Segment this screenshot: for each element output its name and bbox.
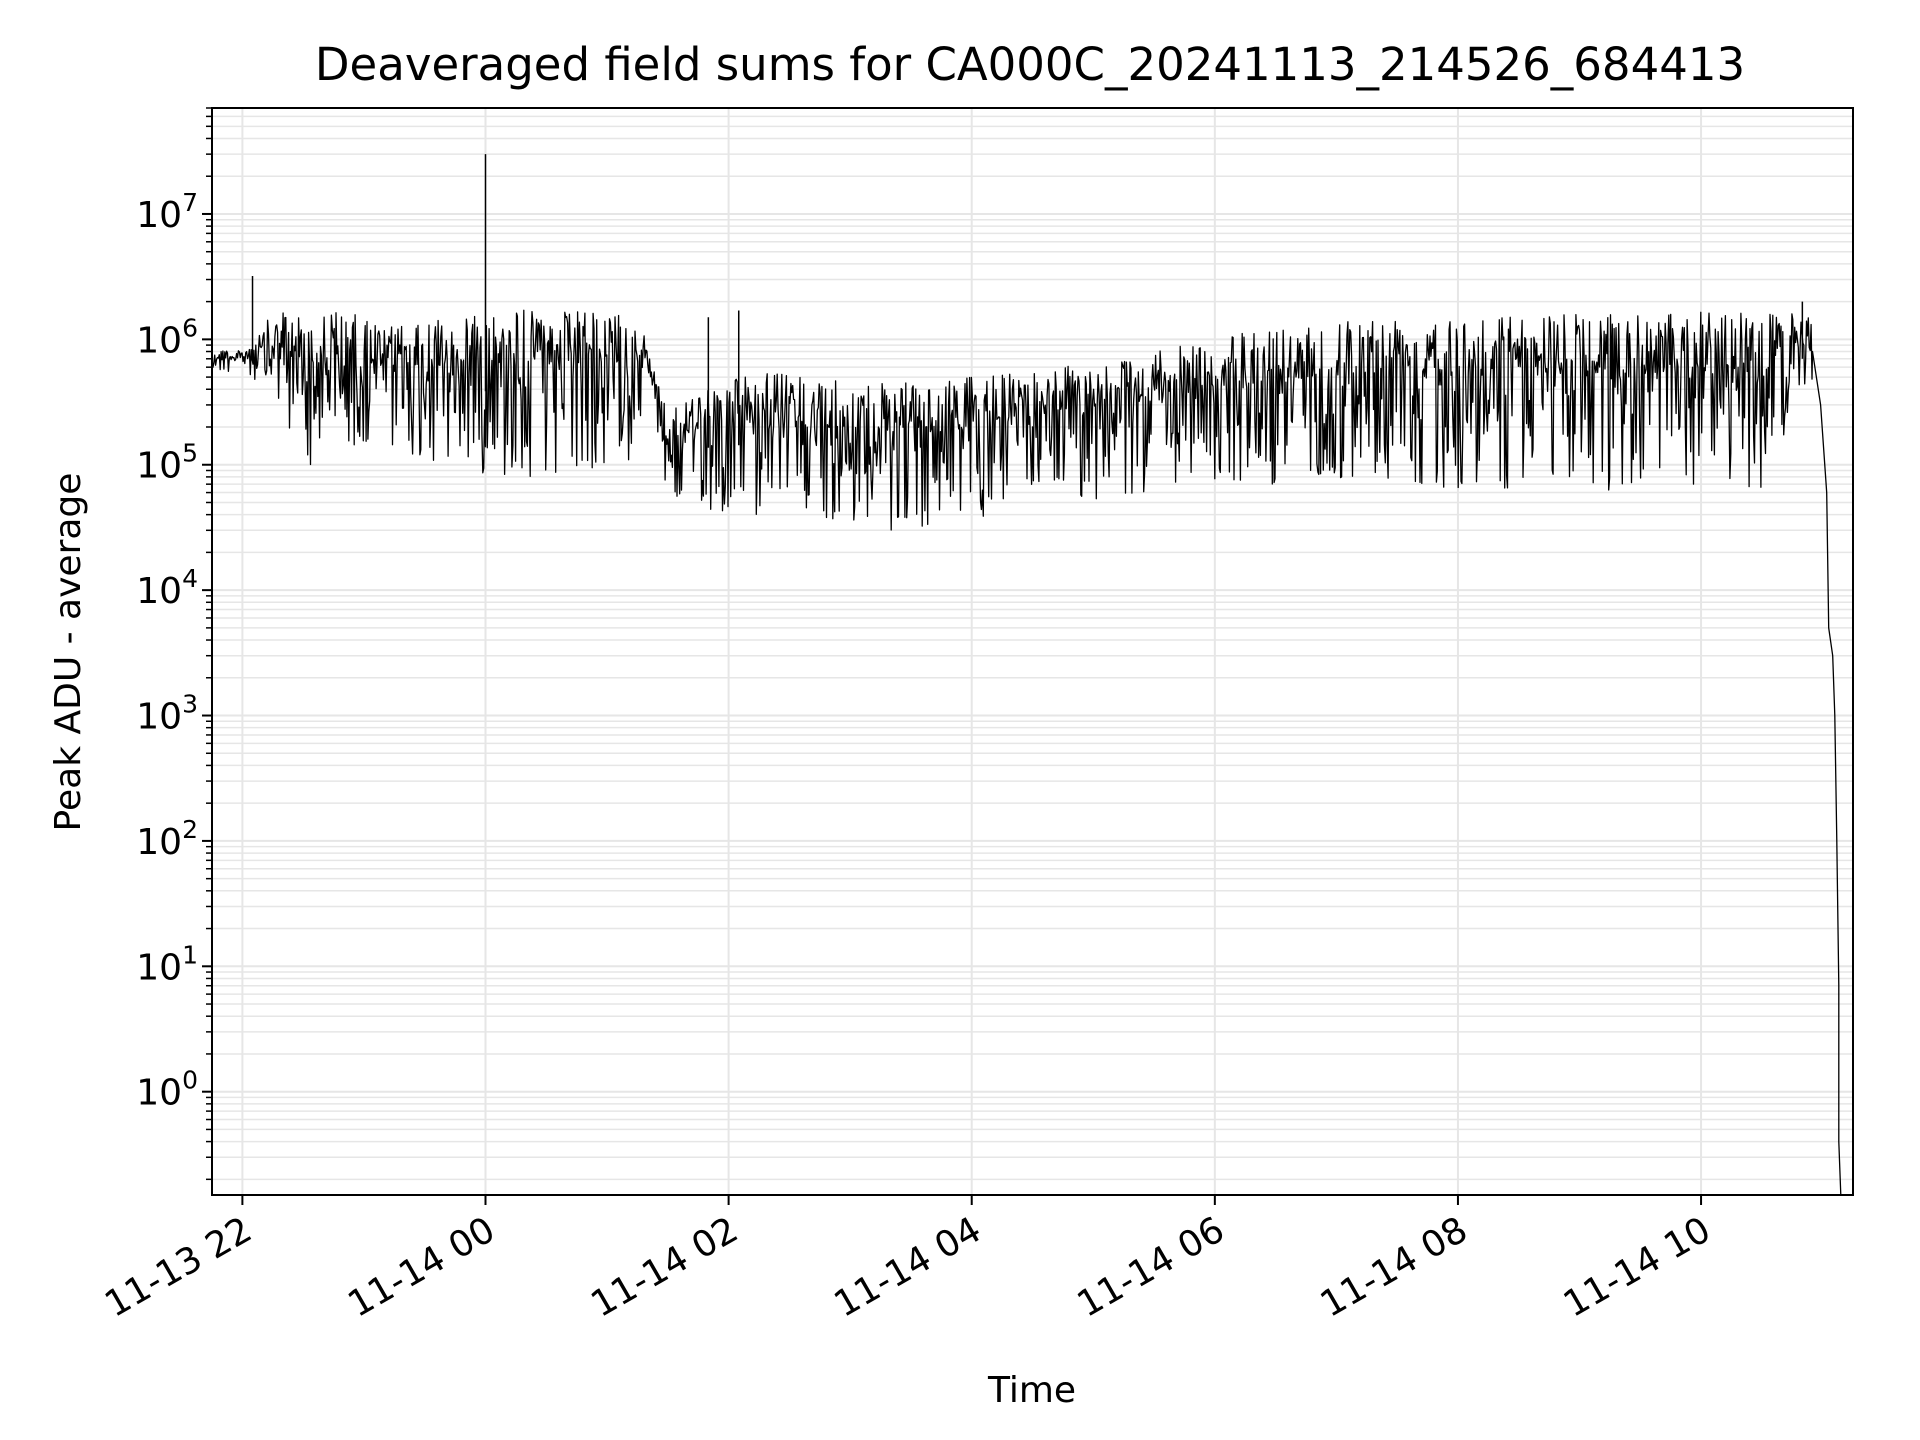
y-tick-label: 100 bbox=[136, 1066, 198, 1114]
y-tick-label: 103 bbox=[136, 690, 198, 738]
x-tick-label: 11-14 10 bbox=[1557, 1209, 1718, 1325]
y-axis: 100 101 102 103 104 105 106 107 bbox=[136, 107, 212, 1181]
data-series bbox=[211, 154, 1842, 1196]
x-tick-label: 11-14 06 bbox=[1071, 1209, 1232, 1325]
grid bbox=[212, 107, 1853, 1195]
y-tick-label: 102 bbox=[136, 815, 198, 863]
y-tick-label: 101 bbox=[136, 940, 198, 988]
y-axis-label: Peak ADU - average bbox=[48, 473, 89, 832]
x-tick-label: 11-13 22 bbox=[98, 1209, 259, 1325]
y-tick-label: 107 bbox=[136, 188, 198, 236]
x-tick-label: 11-14 00 bbox=[341, 1209, 502, 1325]
x-axis: 11-13 22 11-14 00 11-14 02 11-14 04 11-14 06… bbox=[98, 1195, 1718, 1326]
chart-title: Deaveraged field sums for CA000C_2024111… bbox=[315, 38, 1745, 91]
x-tick-label: 11-14 02 bbox=[584, 1209, 745, 1325]
x-tick-label: 11-14 08 bbox=[1314, 1209, 1475, 1325]
y-tick-label: 105 bbox=[136, 439, 198, 487]
y-tick-label: 106 bbox=[136, 313, 198, 361]
y-tick-label: 104 bbox=[136, 564, 198, 612]
x-tick-label: 11-14 04 bbox=[828, 1209, 989, 1325]
plot-frame bbox=[211, 107, 1854, 1196]
series-line bbox=[211, 309, 1842, 1196]
x-axis-label: Time bbox=[987, 1370, 1076, 1411]
